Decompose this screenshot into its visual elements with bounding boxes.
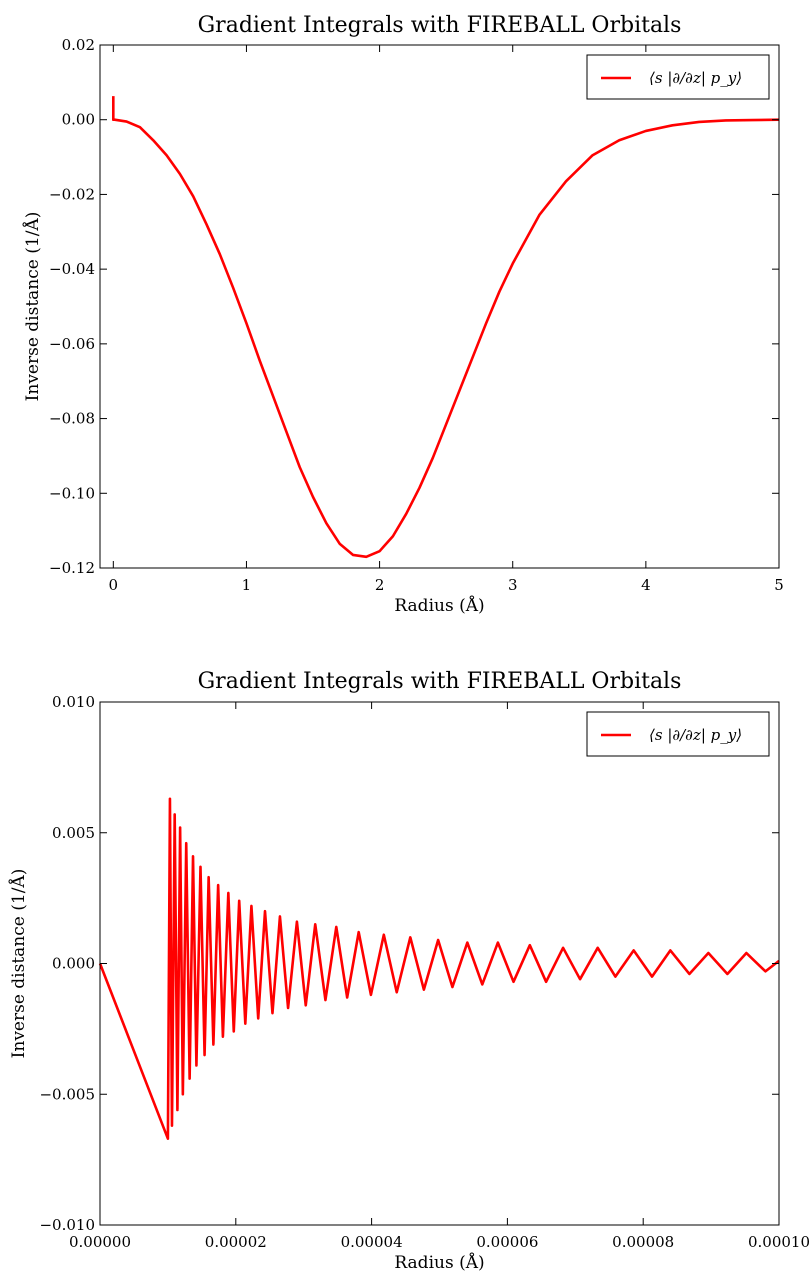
x-axis-label: Radius (Å) xyxy=(394,595,484,616)
x-tick-label: 0.00004 xyxy=(341,1233,403,1251)
plot-frame xyxy=(99,44,780,569)
legend-entry: ⟨s |∂/∂z| p_y⟩ xyxy=(649,69,742,87)
y-tick-label: 0.000 xyxy=(52,955,95,973)
y-tick-label: −0.005 xyxy=(39,1085,95,1103)
x-tick-label: 0.00006 xyxy=(476,1233,538,1251)
y-tick-label: 0.02 xyxy=(62,36,95,54)
x-tick-label: 0 xyxy=(109,576,119,594)
x-tick-label: 2 xyxy=(375,576,385,594)
y-tick-label: −0.10 xyxy=(49,484,95,502)
legend: ⟨s |∂/∂z| p_y⟩ xyxy=(586,711,770,757)
legend-entry: ⟨s |∂/∂z| p_y⟩ xyxy=(649,726,742,744)
y-tick-label: 0.00 xyxy=(62,111,95,129)
y-tick-label: −0.08 xyxy=(49,410,95,428)
series-line-1 xyxy=(112,96,780,559)
chart-title: Gradient Integrals with FIREBALL Orbital… xyxy=(198,669,682,694)
y-tick-label: −0.12 xyxy=(49,559,95,577)
chart-1: 0 1 2 3 4 5 0.02 0.00 −0.02 −0.04 −0.06 −0.08 −0.10 −… xyxy=(22,13,784,616)
y-tick-label: 0.005 xyxy=(52,824,95,842)
y-tick-label: −0.010 xyxy=(39,1216,95,1234)
x-tick-label: 0.00000 xyxy=(69,1233,131,1251)
y-tick-label: 0.010 xyxy=(52,693,95,711)
chart-2: 0.00000 0.00002 0.00004 0.00006 0.00008 0.000… xyxy=(8,669,809,1273)
y-axis-label: Inverse distance (1/Å) xyxy=(8,869,29,1059)
x-tick-label: 4 xyxy=(641,576,651,594)
series-line-1 xyxy=(98,797,780,1140)
y-tick-label: −0.04 xyxy=(49,260,95,278)
x-tick-label: 1 xyxy=(242,576,252,594)
x-tick-label: 0.00010 xyxy=(748,1233,809,1251)
legend: ⟨s |∂/∂z| p_y⟩ xyxy=(586,54,770,100)
y-tick-label: −0.02 xyxy=(49,185,95,203)
chart-title: Gradient Integrals with FIREBALL Orbital… xyxy=(198,13,682,38)
x-tick-label: 3 xyxy=(508,576,518,594)
x-tick-label: 0.00008 xyxy=(612,1233,674,1251)
x-tick-label: 0.00002 xyxy=(205,1233,267,1251)
x-tick-label: 5 xyxy=(774,576,784,594)
x-axis-label: Radius (Å) xyxy=(394,1252,484,1273)
y-tick-label: −0.06 xyxy=(49,335,95,353)
y-axis-label: Inverse distance (1/Å) xyxy=(22,212,43,402)
